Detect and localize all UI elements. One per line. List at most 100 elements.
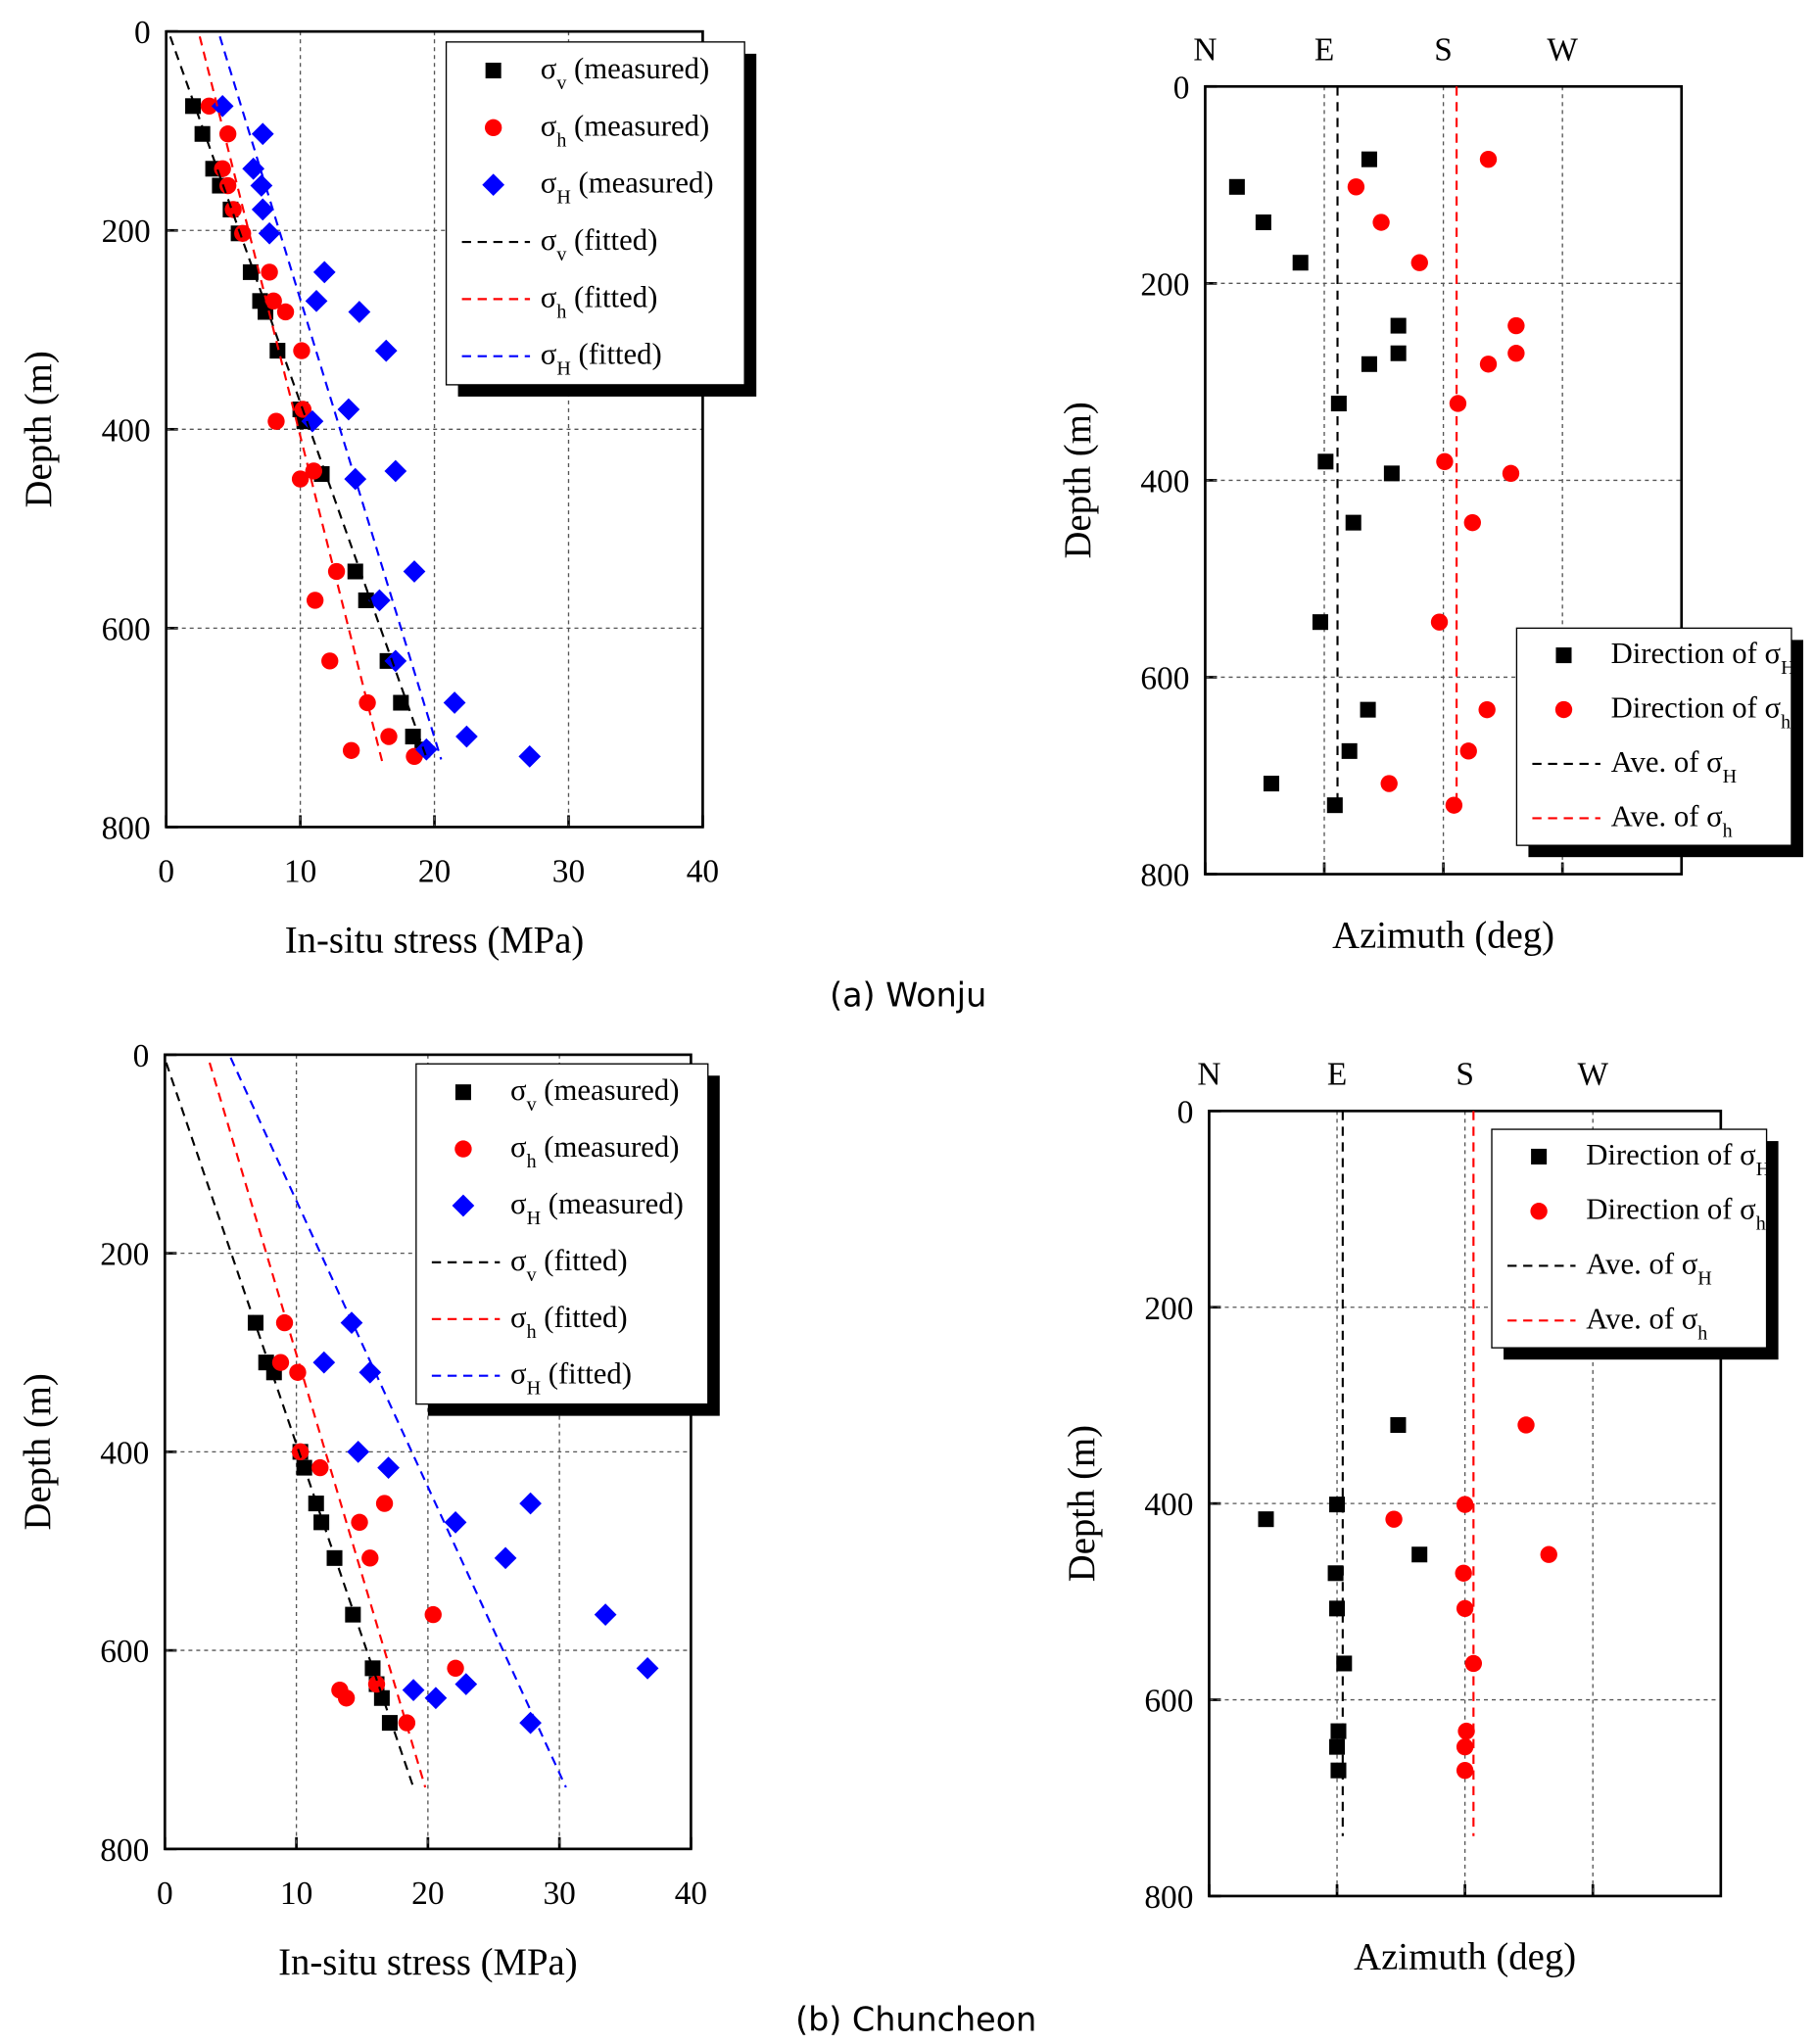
point: [348, 301, 371, 323]
y-axis-label: Depth (m): [1057, 402, 1099, 558]
point: [337, 1689, 356, 1707]
legend-label: σH (measured): [510, 1187, 684, 1229]
point: [311, 1458, 329, 1477]
point: [1329, 1497, 1346, 1513]
legend-label: σH (fitted): [541, 338, 662, 380]
legend-marker: [1530, 1203, 1548, 1220]
point: [454, 1673, 478, 1695]
point: [424, 1605, 442, 1624]
caption: (b) Chuncheon: [795, 2001, 1036, 2039]
point: [367, 1675, 386, 1693]
point: [1449, 395, 1467, 412]
y-tick-label: 400: [1140, 463, 1189, 499]
point: [1479, 150, 1498, 168]
point: [364, 1660, 381, 1677]
point: [305, 289, 328, 312]
legend-marker: [454, 1140, 472, 1158]
fit-line: [218, 35, 443, 760]
x-tick-label: W: [1547, 32, 1578, 69]
point: [185, 98, 202, 115]
x-tick-label: E: [1314, 32, 1334, 69]
y-tick-label: 600: [102, 611, 151, 647]
point: [1411, 1546, 1428, 1563]
point: [1456, 1737, 1474, 1756]
point: [251, 198, 274, 221]
x-tick-label: N: [1193, 32, 1217, 69]
x-axis-label: In-situ stress (MPa): [278, 1941, 578, 1983]
x-tick-label: 0: [157, 1876, 173, 1912]
y-tick-label: 200: [102, 214, 151, 250]
legend-marker: [482, 173, 505, 197]
point: [377, 1456, 400, 1479]
point: [305, 462, 322, 480]
point: [519, 1711, 542, 1735]
y-axis-label: Depth (m): [17, 1373, 59, 1530]
y-tick-label: 800: [102, 810, 151, 846]
point: [1436, 452, 1454, 470]
point: [455, 725, 478, 748]
legend-marker: [1554, 700, 1573, 719]
x-axis-label: Azimuth (deg): [1332, 914, 1554, 956]
point: [1456, 1599, 1474, 1618]
point: [312, 1351, 336, 1374]
fit-line: [165, 1062, 415, 1788]
point: [289, 1363, 307, 1381]
point: [1263, 776, 1279, 792]
point: [293, 342, 310, 359]
point: [358, 693, 376, 712]
point: [398, 1714, 416, 1732]
plot-frame: [1204, 84, 1684, 876]
point: [337, 398, 360, 421]
point: [275, 1313, 294, 1332]
point: [1390, 1416, 1407, 1433]
legend-label: Direction of σh: [1611, 691, 1791, 734]
x-tick-label: S: [1434, 32, 1453, 69]
point: [358, 592, 374, 608]
x-tick-label: W: [1577, 1057, 1608, 1093]
legend-marker: [454, 1084, 471, 1101]
legend-label: σH (measured): [541, 166, 714, 209]
y-tick-label: 0: [1173, 70, 1190, 106]
legend-label: σh (measured): [541, 109, 709, 151]
point: [380, 728, 398, 745]
y-tick-label: 0: [133, 1038, 150, 1074]
point: [1336, 1655, 1353, 1672]
point: [1456, 1496, 1474, 1513]
point: [518, 744, 542, 768]
x-tick-label: 20: [411, 1876, 444, 1912]
y-tick-label: 800: [1144, 1879, 1193, 1916]
legend-label: σh (measured): [510, 1130, 679, 1172]
point: [271, 1354, 290, 1371]
point: [519, 1492, 542, 1515]
point: [1317, 453, 1334, 470]
point: [1383, 465, 1400, 482]
point: [1390, 317, 1407, 334]
fit-line: [229, 1057, 567, 1788]
point: [200, 97, 218, 115]
legend-label: σh (fitted): [541, 280, 658, 322]
x-axis-label: In-situ stress (MPa): [285, 920, 585, 962]
y-axis-label: Depth (m): [1061, 1425, 1103, 1582]
point: [368, 589, 391, 612]
point: [1330, 1723, 1347, 1739]
point: [345, 1606, 361, 1623]
x-tick-label: 40: [675, 1876, 707, 1912]
point: [1459, 742, 1477, 760]
point: [261, 263, 278, 281]
point: [218, 176, 237, 195]
point: [291, 1443, 310, 1461]
point: [381, 1715, 398, 1732]
legend-label: σh (fitted): [510, 1301, 628, 1343]
point: [1456, 1761, 1474, 1780]
y-tick-label: 800: [1140, 858, 1189, 894]
point: [291, 470, 310, 488]
x-tick-label: 20: [418, 854, 451, 890]
x-tick-label: 30: [543, 1876, 575, 1912]
point: [1372, 214, 1390, 231]
point: [1410, 254, 1428, 271]
y-tick-label: 0: [1177, 1094, 1194, 1130]
point: [1463, 513, 1481, 532]
point: [347, 563, 363, 580]
legend-label: Ave. of σH: [1611, 745, 1738, 787]
point: [267, 412, 285, 430]
